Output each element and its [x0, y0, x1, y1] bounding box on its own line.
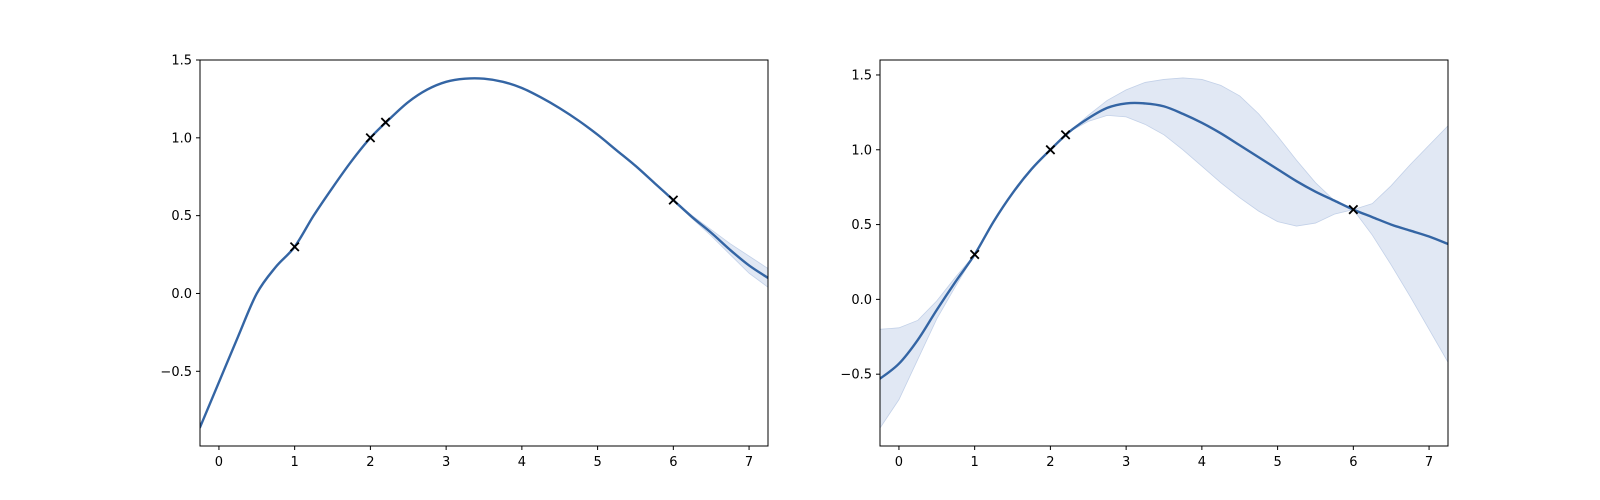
right-x-tick-label: 0	[895, 455, 903, 470]
right-y-tick-label: 0.5	[851, 218, 872, 233]
right-y-tick-label: 0.0	[851, 293, 872, 308]
right-x-tick-label: 3	[1122, 455, 1130, 470]
left-y-tick-label: −0.5	[160, 365, 192, 380]
right-x-tick-label: 7	[1425, 455, 1433, 470]
left-x-tick-label: 0	[215, 455, 223, 470]
right-x-tick-label: 6	[1349, 455, 1357, 470]
left-observation-marker	[668, 195, 679, 205]
right-axes-frame	[879, 59, 1449, 447]
left-x-tick-label: 4	[518, 455, 526, 470]
left-observation-marker	[289, 241, 300, 252]
left-x-tick-label: 6	[669, 455, 677, 470]
right-observation-marker	[1045, 144, 1056, 155]
right-observation-marker	[1060, 129, 1071, 140]
left-x-tick-label: 5	[593, 455, 601, 470]
left-y-axis: −0.5 0.0 0.5 1.0 1.5	[160, 54, 200, 380]
left-y-tick-label: 0.0	[171, 287, 192, 302]
left-observation-marker	[380, 117, 391, 128]
right-observation-marker	[969, 249, 980, 260]
right-subplot: 0 1 2 3 4 5 6 7 −0.5 0.0 0.5 1.0 1.5	[840, 59, 1449, 470]
right-y-tick-label: −0.5	[840, 368, 872, 383]
right-x-tick-label: 2	[1046, 455, 1054, 470]
left-x-axis: 0 1 2 3 4 5 6 7	[215, 446, 753, 470]
right-observation-marker	[1348, 204, 1359, 215]
left-y-tick-label: 1.5	[171, 54, 192, 69]
left-y-tick-label: 1.0	[171, 131, 192, 146]
right-y-axis: −0.5 0.0 0.5 1.0 1.5	[840, 68, 880, 383]
right-x-tick-label: 5	[1273, 455, 1281, 470]
right-x-axis: 0 1 2 3 4 5 6 7	[895, 446, 1433, 470]
left-subplot: 0 1 2 3 4 5 6 7 −0.5 0.0 0.5 1.0 1.5	[160, 54, 769, 470]
left-x-tick-label: 2	[366, 455, 374, 470]
left-observation-marker	[365, 132, 376, 143]
right-plot-area	[880, 77, 1448, 429]
right-x-tick-label: 1	[971, 455, 979, 470]
right-x-tick-label: 4	[1198, 455, 1206, 470]
left-y-tick-label: 0.5	[171, 209, 192, 224]
right-y-tick-label: 1.0	[851, 143, 872, 158]
left-x-tick-label: 1	[291, 455, 299, 470]
left-plot-area	[200, 77, 768, 429]
left-x-tick-label: 7	[745, 455, 753, 470]
left-axes-frame	[199, 59, 769, 447]
left-x-tick-label: 3	[442, 455, 450, 470]
right-y-tick-label: 1.5	[851, 68, 872, 83]
